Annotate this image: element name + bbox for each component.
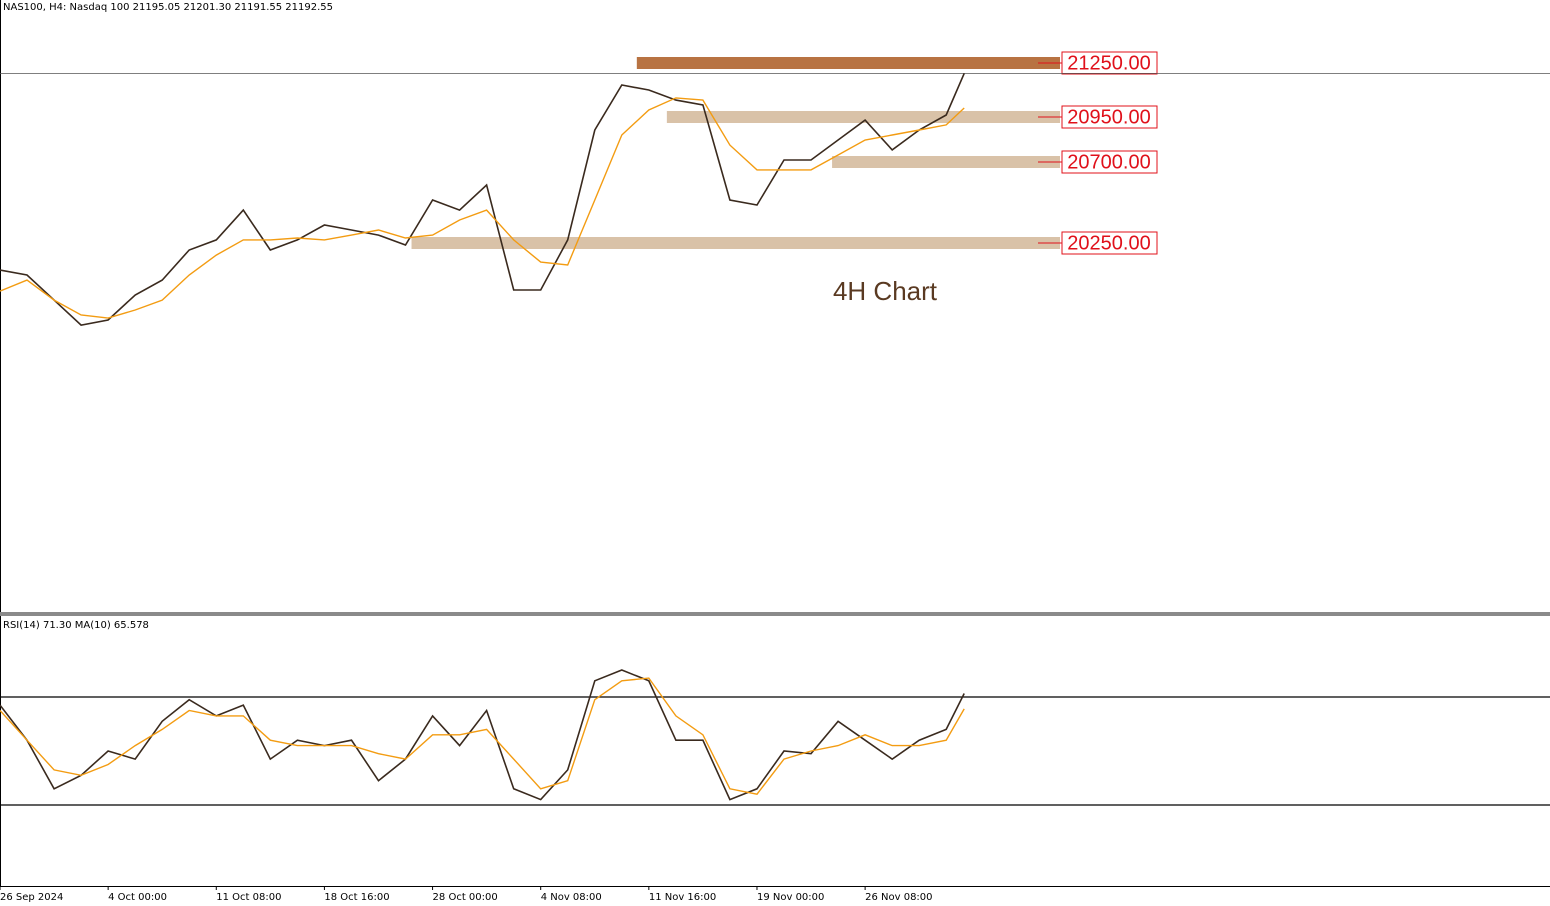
series-line bbox=[0, 669, 965, 801]
level-label-box bbox=[1061, 150, 1158, 174]
x-tick-label: 4 Oct 00:00 bbox=[108, 892, 167, 903]
x-tick-label: 19 Nov 00:00 bbox=[757, 892, 824, 903]
series-line bbox=[0, 677, 965, 795]
level-zone bbox=[411, 237, 1060, 249]
x-tick-label: 28 Oct 00:00 bbox=[433, 892, 498, 903]
level-label: 21250.00 bbox=[1067, 52, 1150, 74]
annotation: 4H Chart bbox=[833, 276, 938, 306]
series-line bbox=[0, 97, 965, 319]
level-zone bbox=[832, 156, 1060, 168]
x-tick-label: 11 Oct 08:00 bbox=[216, 892, 281, 903]
level-label-box bbox=[1061, 105, 1158, 129]
level-label: 20950.00 bbox=[1067, 106, 1150, 128]
level-label: 20250.00 bbox=[1067, 232, 1150, 254]
panel-separator bbox=[0, 612, 1550, 616]
level-label-box bbox=[1061, 51, 1158, 75]
x-tick-label: 4 Nov 08:00 bbox=[541, 892, 602, 903]
level-zone bbox=[666, 111, 1060, 123]
x-tick-label: 26 Sep 2024 bbox=[0, 892, 63, 903]
level-label-box bbox=[1061, 231, 1158, 255]
series-line bbox=[0, 73, 965, 326]
level-label: 20700.00 bbox=[1067, 151, 1150, 173]
x-tick-label: 11 Nov 16:00 bbox=[649, 892, 716, 903]
price-header: NAS100, H4: Nasdaq 100 21195.05 21201.30… bbox=[3, 2, 333, 13]
level-zone bbox=[636, 57, 1060, 69]
x-tick-label: 18 Oct 16:00 bbox=[324, 892, 389, 903]
x-tick-label: 26 Nov 08:00 bbox=[865, 892, 932, 903]
rsi-header: RSI(14) 71.30 MA(10) 65.578 bbox=[3, 620, 149, 631]
